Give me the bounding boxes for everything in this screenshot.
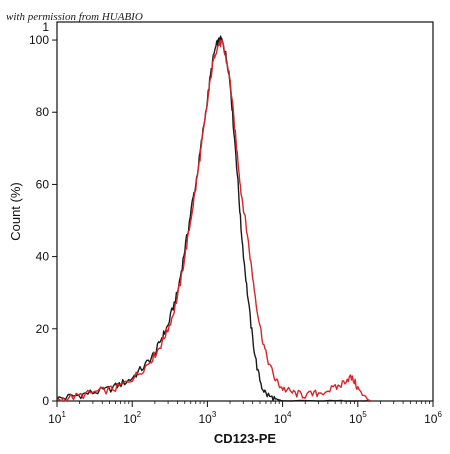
y-tick-label-partial: 1 [42, 20, 49, 34]
plot-border [56, 21, 434, 402]
y-tick-label: 80 [36, 105, 50, 119]
watermark-text: with permission from HUABIO [6, 11, 143, 23]
x-tick-label: 104 [274, 410, 292, 426]
x-axis-title: CD123-PE [214, 431, 276, 446]
x-tick-label: 103 [198, 410, 216, 426]
y-axis-ticks: 0 20 40 60 80 100 [29, 33, 57, 408]
x-axis-ticks: 101 102 103 104 105 106 [48, 401, 442, 426]
x-tick-label: 105 [349, 410, 367, 426]
series-layer [56, 35, 372, 402]
x-tick-label: 101 [48, 410, 66, 426]
plot-frame [56, 21, 434, 402]
x-tick-label: 106 [424, 410, 442, 426]
y-tick-label: 100 [29, 33, 49, 47]
y-tick-label: 0 [42, 394, 49, 408]
series-line-red [56, 39, 372, 402]
y-axis-title: Count (%) [8, 182, 23, 241]
y-tick-label: 20 [36, 322, 50, 336]
y-tick-label: 40 [36, 250, 50, 264]
y-tick-label: 60 [36, 177, 50, 191]
series-line-black [56, 35, 371, 402]
x-tick-label: 102 [123, 410, 141, 426]
